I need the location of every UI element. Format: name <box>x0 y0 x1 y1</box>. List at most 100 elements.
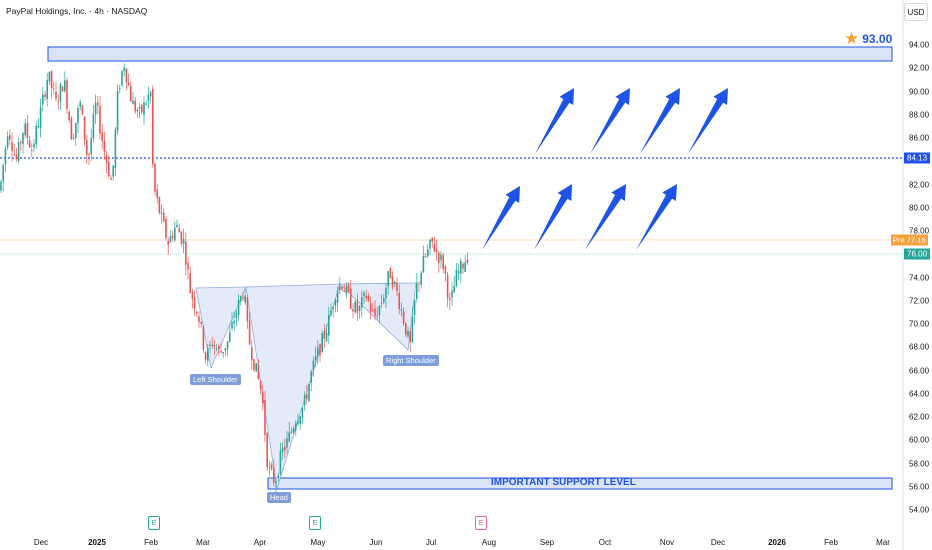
earnings-marker-jul[interactable]: E <box>475 516 487 530</box>
candle-up[interactable] <box>400 309 403 311</box>
candle-up[interactable] <box>119 88 121 89</box>
candle-up[interactable] <box>48 71 51 82</box>
candle-up[interactable] <box>79 102 81 107</box>
candle-down[interactable] <box>270 464 273 470</box>
candle-up[interactable] <box>427 249 429 257</box>
candle-up[interactable] <box>378 305 381 316</box>
candle-down[interactable] <box>127 82 130 85</box>
candle-up[interactable] <box>361 297 363 308</box>
candle-up[interactable] <box>336 290 339 303</box>
candle-down[interactable] <box>446 274 449 299</box>
candle-up[interactable] <box>138 106 141 109</box>
candle-down[interactable] <box>134 100 136 112</box>
candle-up[interactable] <box>94 102 97 115</box>
candle-down[interactable] <box>198 316 200 323</box>
candle-down[interactable] <box>11 142 13 152</box>
candle-down[interactable] <box>57 101 59 103</box>
candle-down[interactable] <box>442 255 444 269</box>
candle-up[interactable] <box>229 331 231 342</box>
candle-down[interactable] <box>220 351 222 353</box>
candle-down[interactable] <box>125 68 128 83</box>
candle-up[interactable] <box>407 331 409 337</box>
candle-up[interactable] <box>39 107 42 128</box>
candle-up[interactable] <box>312 360 315 371</box>
candle-up[interactable] <box>358 305 361 311</box>
candle-down[interactable] <box>167 241 169 245</box>
candle-down[interactable] <box>103 140 106 153</box>
candle-down[interactable] <box>180 231 183 244</box>
candle-up[interactable] <box>299 416 301 424</box>
candle-up[interactable] <box>114 129 117 168</box>
candle-up[interactable] <box>383 298 385 303</box>
candle-down[interactable] <box>15 154 18 159</box>
candle-up[interactable] <box>4 148 7 165</box>
candle-down[interactable] <box>352 309 354 312</box>
candle-down[interactable] <box>367 295 370 301</box>
candle-up[interactable] <box>121 71 123 86</box>
candle-down[interactable] <box>9 135 11 140</box>
candle-down[interactable] <box>130 85 132 102</box>
candle-up[interactable] <box>174 227 176 241</box>
candle-down[interactable] <box>391 276 394 288</box>
candle-down[interactable] <box>68 112 70 121</box>
candle-down[interactable] <box>202 326 205 350</box>
candle-down[interactable] <box>341 286 343 290</box>
candle-down[interactable] <box>284 447 286 450</box>
candle-down[interactable] <box>86 140 88 155</box>
candle-up[interactable] <box>345 285 348 294</box>
candle-up[interactable] <box>169 235 172 243</box>
candle-up[interactable] <box>464 262 466 272</box>
candle-up[interactable] <box>90 138 92 155</box>
candle-up[interactable] <box>35 125 37 145</box>
candle-up[interactable] <box>317 347 319 357</box>
candle-down[interactable] <box>372 309 374 311</box>
candle-down[interactable] <box>246 297 249 322</box>
candle-up[interactable] <box>160 212 163 214</box>
candle-up[interactable] <box>308 384 310 401</box>
candle-up[interactable] <box>422 255 425 273</box>
candle-down[interactable] <box>26 122 29 138</box>
candle-down[interactable] <box>152 88 154 165</box>
candle-up[interactable] <box>64 80 66 92</box>
candle-up[interactable] <box>24 123 26 136</box>
candle-down[interactable] <box>81 105 84 115</box>
candle-down[interactable] <box>264 399 266 435</box>
candle-down[interactable] <box>20 141 22 144</box>
candle-down[interactable] <box>376 315 378 317</box>
candle-down[interactable] <box>83 116 86 140</box>
candle-down[interactable] <box>44 94 46 98</box>
candle-down[interactable] <box>187 262 189 270</box>
candle-up[interactable] <box>209 344 211 346</box>
candle-down[interactable] <box>158 197 161 214</box>
candle-down[interactable] <box>248 320 251 345</box>
candle-down[interactable] <box>462 263 464 269</box>
candle-down[interactable] <box>165 218 167 238</box>
candle-down[interactable] <box>55 91 57 99</box>
candle-up[interactable] <box>77 107 79 124</box>
candle-down[interactable] <box>323 331 326 339</box>
candle-up[interactable] <box>244 295 246 303</box>
candle-down[interactable] <box>218 346 220 349</box>
candle-up[interactable] <box>37 126 40 128</box>
projection-arrow[interactable] <box>535 88 574 154</box>
candle-up[interactable] <box>301 407 304 418</box>
candle-down[interactable] <box>380 302 383 304</box>
candle-up[interactable] <box>255 363 257 372</box>
candle-down[interactable] <box>211 344 213 346</box>
candle-down[interactable] <box>319 344 321 356</box>
candle-down[interactable] <box>242 297 244 299</box>
candle-down[interactable] <box>136 109 139 112</box>
candle-up[interactable] <box>143 102 145 115</box>
candle-down[interactable] <box>97 102 99 106</box>
candle-down[interactable] <box>141 104 143 113</box>
candle-down[interactable] <box>306 394 308 400</box>
candle-up[interactable] <box>235 312 238 319</box>
candle-down[interactable] <box>251 346 253 361</box>
candle-up[interactable] <box>453 286 455 293</box>
candle-up[interactable] <box>279 450 282 474</box>
candle-up[interactable] <box>240 296 242 302</box>
candle-down[interactable] <box>99 106 101 134</box>
candle-down[interactable] <box>163 212 165 222</box>
candle-down[interactable] <box>466 259 469 263</box>
candle-up[interactable] <box>290 431 293 433</box>
